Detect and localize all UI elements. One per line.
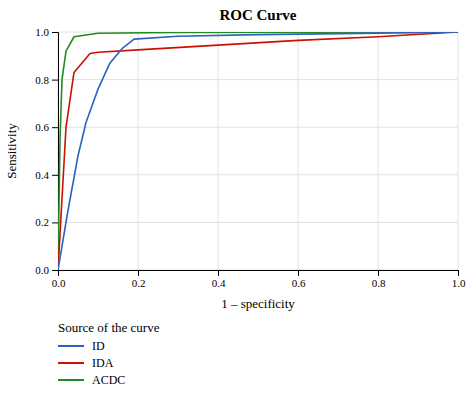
legend: Source of the curve ID IDA ACDC	[58, 320, 160, 387]
line	[58, 32, 458, 270]
line	[58, 32, 458, 270]
y-tick: 0.8	[35, 74, 58, 86]
y-tick-mark	[52, 175, 58, 176]
y-tick-mark	[52, 127, 58, 128]
y-tick-label: 0.8	[35, 74, 49, 86]
x-axis-line	[59, 271, 459, 277]
lines	[58, 32, 458, 270]
legend-swatch	[58, 345, 84, 347]
legend-item: ID	[58, 339, 105, 353]
legend-item: IDA	[58, 356, 114, 370]
x-axis: 0.0 0.2 0.4 0.6 0.8 1.0	[52, 270, 466, 289]
x-tick: 0.8	[372, 270, 386, 289]
y-tick-mark	[52, 222, 58, 223]
grid-line-x	[138, 32, 139, 270]
y-tick: 0.4	[35, 169, 58, 181]
x-tick-label: 0.6	[292, 277, 306, 289]
grid-line-x	[378, 32, 379, 270]
grid-line-y	[58, 222, 458, 223]
x-tick-label: 0.2	[132, 277, 146, 289]
grid-line-x	[458, 32, 459, 270]
y-tick-mark	[52, 32, 58, 33]
x-tick: 0.0	[52, 270, 66, 289]
grid-line-x	[218, 32, 219, 270]
legend-item: ACDC	[58, 373, 125, 387]
legend-swatch	[58, 379, 84, 381]
grid	[58, 32, 458, 270]
y-tick-label: 0.2	[35, 216, 49, 228]
grid-line-y	[58, 127, 458, 128]
x-tick-mark	[298, 270, 299, 276]
grid-line-y	[58, 79, 458, 80]
x-tick-label: 1.0	[452, 277, 466, 289]
y-tick: 0.0	[35, 264, 58, 276]
grid-line-x	[298, 32, 299, 270]
y-tick-label: 0.0	[35, 264, 49, 276]
x-tick-label: 0.0	[52, 277, 66, 289]
legend-swatch	[58, 362, 84, 364]
y-tick: 0.2	[35, 216, 58, 228]
y-tick-label: 0.6	[35, 121, 49, 133]
line	[58, 32, 458, 270]
y-axis-line	[52, 33, 59, 271]
y-tick-mark	[52, 80, 58, 81]
x-tick: 1.0	[452, 270, 466, 289]
plot: 0.0 0.2 0.4 0.6 0.8 1.0 0.0 0.2 0.4 0.6 0.8 1.0	[35, 26, 466, 289]
y-tick: 1.0	[35, 26, 58, 38]
y-tick-label: 0.4	[35, 169, 49, 181]
y-axis-label: Sensitivity	[4, 123, 19, 179]
legend-label: ACDC	[92, 373, 125, 387]
chart: 0.0 0.2 0.4 0.6 0.8 1.0 0.0 0.2 0.4 0.6 0.8 1.0 ROC …	[0, 0, 476, 420]
x-tick-mark	[458, 270, 459, 276]
legend-label: IDA	[92, 356, 114, 370]
legend-label: ID	[92, 339, 105, 353]
y-tick-label: 1.0	[35, 26, 49, 38]
x-tick: 0.2	[132, 270, 146, 289]
x-tick: 0.4	[212, 270, 226, 289]
x-tick: 0.6	[292, 270, 306, 289]
x-tick-mark	[218, 270, 219, 276]
grid-line-y	[58, 174, 458, 175]
y-tick: 0.6	[35, 121, 58, 133]
y-tick-mark	[52, 270, 58, 271]
x-axis-label: 1 – specificity	[221, 296, 295, 311]
title: ROC Curve	[219, 7, 296, 23]
x-tick-mark	[138, 270, 139, 276]
y-axis: 0.0 0.2 0.4 0.6 0.8 1.0	[35, 26, 58, 276]
x-tick-label: 0.4	[212, 277, 226, 289]
legend-title: Source of the curve	[58, 320, 160, 335]
x-tick-mark	[378, 270, 379, 276]
x-tick-label: 0.8	[372, 277, 386, 289]
